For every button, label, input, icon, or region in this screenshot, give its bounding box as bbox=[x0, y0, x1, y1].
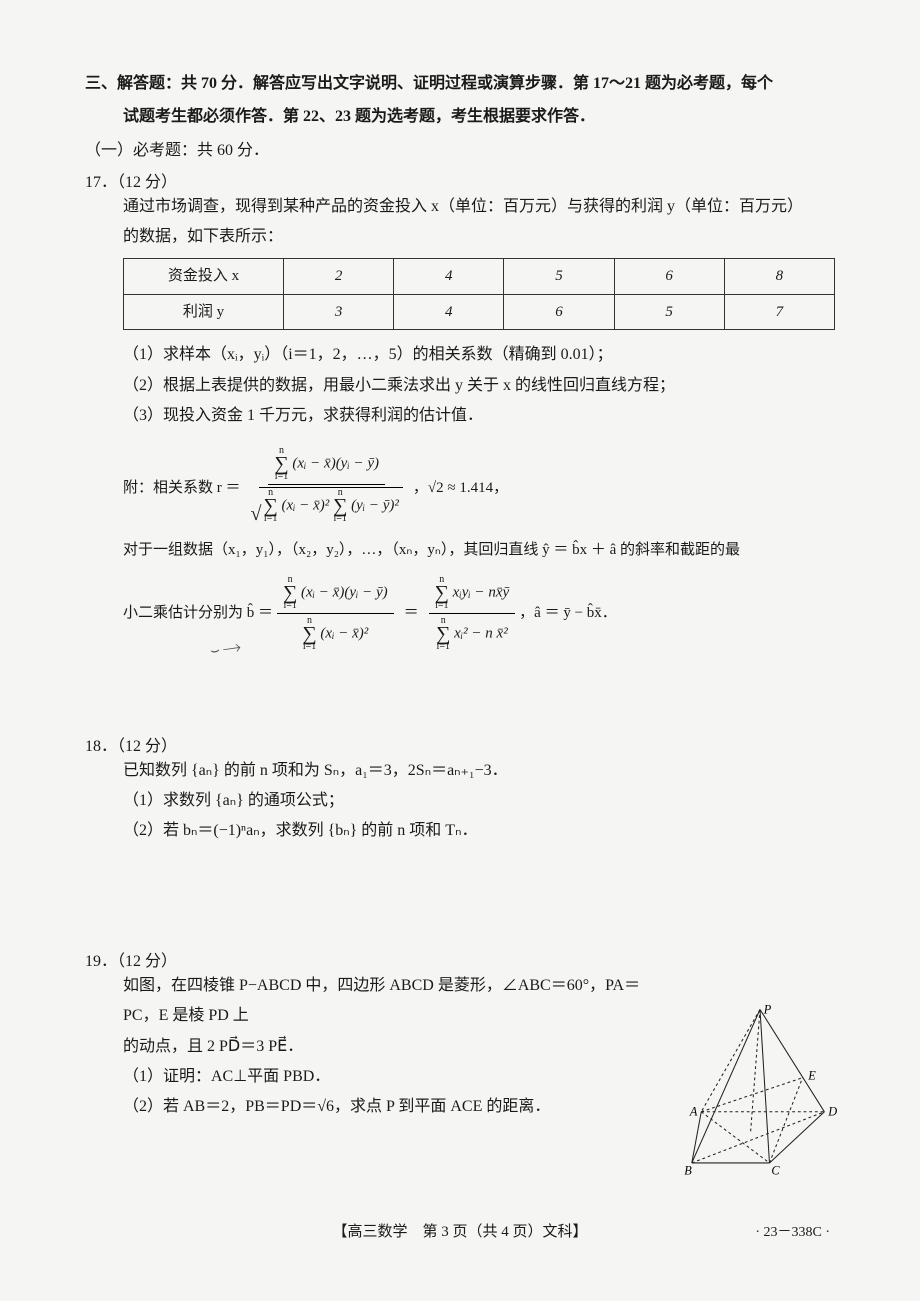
page-footer: 【高三数学 第 3 页（共 4 页）文科】 bbox=[85, 1220, 835, 1241]
q17-formula-r: 附：相关系数 r ＝ n ∑ i=1 (xᵢ − x̄)(yᵢ − ȳ) n bbox=[123, 446, 835, 531]
frac-b1: n ∑ i=1 (xᵢ − x̄)(yᵢ − ȳ) n ∑ i=1 (xᵢ − … bbox=[277, 575, 394, 652]
svg-text:D: D bbox=[827, 1105, 837, 1119]
svg-text:P: P bbox=[763, 1002, 772, 1016]
q18-body: 已知数列 {aₙ} 的前 n 项和为 Sₙ，a₁＝3，2Sₙ＝aₙ₊₁−3． （… bbox=[85, 756, 835, 847]
q18-p1: （1）求数列 {aₙ} 的通项公式； bbox=[123, 786, 835, 816]
svg-text:A: A bbox=[689, 1105, 698, 1119]
svg-text:E: E bbox=[807, 1069, 816, 1083]
sigma-icon: n ∑ i=1 bbox=[274, 446, 288, 482]
q18-intro: 已知数列 {aₙ} 的前 n 项和为 Sₙ，a₁＝3，2Sₙ＝aₙ₊₁−3． bbox=[123, 756, 835, 786]
sqrt2-note: ，√2 ≈ 1.414， bbox=[413, 474, 508, 503]
q17-body: 通过市场调查，现得到某种产品的资金投入 x（单位：百万元）与获得的利润 y（单位… bbox=[85, 192, 835, 652]
question-18: 18．（12 分） 已知数列 {aₙ} 的前 n 项和为 Sₙ，a₁＝3，2Sₙ… bbox=[85, 732, 835, 847]
q17-table: 资金投入 x 2 4 5 6 8 利润 y 3 4 6 5 7 bbox=[123, 258, 835, 330]
table-row: 资金投入 x 2 4 5 6 8 bbox=[124, 259, 835, 295]
section-title: 三、解答题：共 70 分．解答应写出文字说明、证明过程或演算步骤．第 17～21… bbox=[85, 70, 835, 99]
cell: 2 bbox=[284, 259, 394, 295]
q19-intro1: 如图，在四棱锥 P−ABCD 中，四边形 ABCD 是菱形，∠ABC＝60°，P… bbox=[123, 971, 645, 1032]
svg-text:B: B bbox=[684, 1163, 692, 1177]
pyramid-diagram: P A B C D E bbox=[680, 1000, 840, 1180]
q19-body: 如图，在四棱锥 P−ABCD 中，四边形 ABCD 是菱形，∠ABC＝60°，P… bbox=[85, 971, 645, 1123]
q18-p2: （2）若 bₙ＝(−1)ⁿaₙ，求数列 {bₙ} 的前 n 项和 Tₙ． bbox=[123, 816, 835, 846]
table-row: 利润 y 3 4 6 5 7 bbox=[124, 294, 835, 330]
frac-r: n ∑ i=1 (xᵢ − x̄)(yᵢ − ȳ) n ∑ i=1 bbox=[245, 446, 409, 531]
frac-b2: n ∑ i=1 xᵢyᵢ − nx̄ȳ n ∑ i=1 xᵢ² − n x̄² bbox=[429, 575, 516, 652]
frac-num: n ∑ i=1 (xᵢ − x̄)(yᵢ − ȳ) bbox=[268, 446, 385, 485]
cell: 6 bbox=[504, 294, 614, 330]
q17-num: 17．（12 分） bbox=[85, 168, 835, 192]
question-17: 17．（12 分） 通过市场调查，现得到某种产品的资金投入 x（单位：百万元）与… bbox=[85, 168, 835, 652]
section-title-line1: 三、解答题：共 70 分．解答应写出文字说明、证明过程或演算步骤．第 17～21… bbox=[85, 75, 773, 92]
sigma-icon: n ∑ i=1 bbox=[283, 575, 297, 611]
q17-intro2: 的数据，如下表所示： bbox=[123, 222, 835, 252]
q17-p2: （2）根据上表提供的数据，用最小二乘法求出 y 关于 x 的线性回归直线方程； bbox=[123, 371, 835, 401]
cell: 8 bbox=[724, 259, 834, 295]
subsection-title: （一）必考题：共 60 分． bbox=[85, 136, 835, 160]
page-code: · 23－338C · bbox=[755, 1221, 830, 1241]
frac-den: n ∑ i=1 (xᵢ − x̄)² n ∑ i=1 (yᵢ − ȳ)² bbox=[245, 485, 409, 531]
cell: 3 bbox=[284, 294, 394, 330]
cell: 5 bbox=[504, 259, 614, 295]
line3-pre: 小二乘估计分别为 b̂ ＝ bbox=[123, 599, 273, 628]
q19-intro2: 的动点，且 2 PD⃗＝3 PE⃗． bbox=[123, 1032, 645, 1062]
q17-p3: （3）现投入资金 1 千万元，求获得利润的估计值． bbox=[123, 401, 835, 431]
q17-line2: 对于一组数据（x₁，y₁），（x₂，y₂），…，（xₙ，yₙ），其回归直线 ŷ … bbox=[123, 536, 835, 565]
row2-label: 利润 y bbox=[124, 294, 284, 330]
section-title-line2-wrap: 试题考生都必须作答．第 22、23 题为选考题，考生根据要求作答． bbox=[85, 103, 835, 132]
q17-intro1: 通过市场调查，现得到某种产品的资金投入 x（单位：百万元）与获得的利润 y（单位… bbox=[123, 192, 835, 222]
cell: 7 bbox=[724, 294, 834, 330]
cell: 4 bbox=[394, 259, 504, 295]
q19-p2: （2）若 AB＝2，PB＝PD＝√6，求点 P 到平面 ACE 的距离． bbox=[123, 1092, 645, 1122]
row1-label: 资金投入 x bbox=[124, 259, 284, 295]
q19-num: 19．（12 分） bbox=[85, 947, 835, 971]
sigma-icon: n ∑ i=1 bbox=[436, 616, 450, 652]
cell: 5 bbox=[614, 294, 724, 330]
line3-post: ，â ＝ ȳ − b̂x̄． bbox=[519, 599, 617, 628]
sqrt-icon: n ∑ i=1 (xᵢ − x̄)² n ∑ i=1 (yᵢ − ȳ)² bbox=[251, 487, 403, 524]
sigma-icon: n ∑ i=1 bbox=[333, 488, 347, 524]
q19-p1: （1）证明：AC⊥平面 PBD． bbox=[123, 1062, 645, 1092]
sigma-icon: n ∑ i=1 bbox=[263, 488, 277, 524]
svg-text:C: C bbox=[771, 1163, 780, 1177]
section-title-line2: 试题考生都必须作答．第 22、23 题为选考题，考生根据要求作答． bbox=[123, 108, 595, 125]
q18-num: 18．（12 分） bbox=[85, 732, 835, 756]
sigma-icon: n ∑ i=1 bbox=[435, 575, 449, 611]
appendix-label: 附：相关系数 r ＝ bbox=[123, 474, 241, 503]
handwritten-mark: ⌣⟶ bbox=[209, 638, 245, 661]
cell: 4 bbox=[394, 294, 504, 330]
cell: 6 bbox=[614, 259, 724, 295]
sigma-icon: n ∑ i=1 bbox=[302, 616, 316, 652]
q17-p1: （1）求样本（xᵢ，yᵢ）（i＝1，2，…，5）的相关系数（精确到 0.01）； bbox=[123, 340, 835, 370]
